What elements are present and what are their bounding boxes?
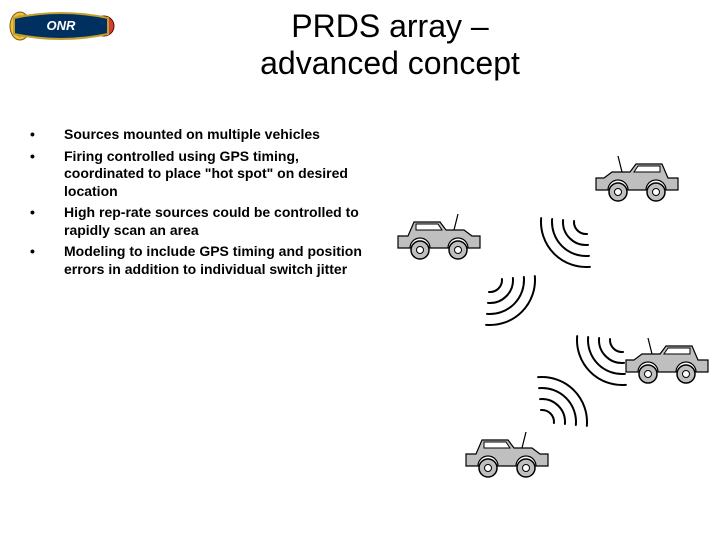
bullet-text: Modeling to include GPS timing and posit… xyxy=(64,243,362,277)
slide: ONR PRDS array – advanced concept Source… xyxy=(0,0,720,540)
onr-logo: ONR xyxy=(6,6,116,46)
title-line-1: PRDS array – xyxy=(291,8,488,44)
bullet-text: Firing controlled using GPS timing, coor… xyxy=(64,148,348,199)
vehicle-diagram xyxy=(370,150,720,510)
slide-title: PRDS array – advanced concept xyxy=(150,8,630,82)
diagram-svg xyxy=(370,150,720,510)
bullet-item: Sources mounted on multiple vehicles xyxy=(30,126,370,144)
svg-text:ONR: ONR xyxy=(47,18,77,33)
logo-svg: ONR xyxy=(6,6,116,46)
bullet-text: Sources mounted on multiple vehicles xyxy=(64,126,320,142)
title-line-2: advanced concept xyxy=(260,45,520,81)
bullet-item: Modeling to include GPS timing and posit… xyxy=(30,243,370,278)
bullet-item: Firing controlled using GPS timing, coor… xyxy=(30,148,370,201)
bullet-list: Sources mounted on multiple vehicles Fir… xyxy=(30,126,370,282)
bullet-item: High rep-rate sources could be controlle… xyxy=(30,204,370,239)
bullet-text: High rep-rate sources could be controlle… xyxy=(64,204,359,238)
